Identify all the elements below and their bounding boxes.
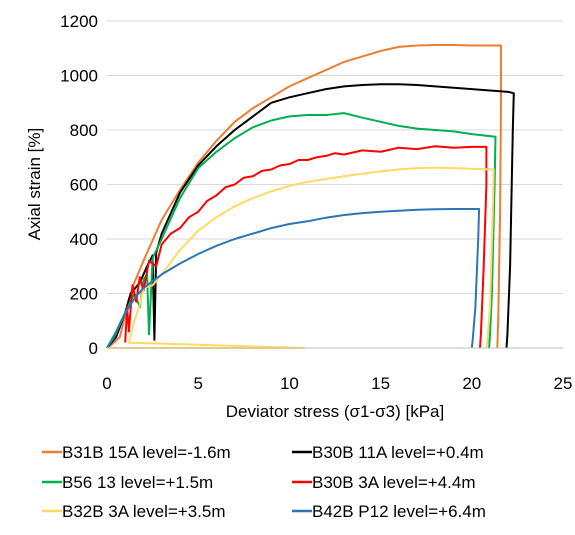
y-tick-label: 1000 [60, 67, 98, 86]
legend-label: B30B 3A level=+4.4m [312, 473, 476, 492]
legend-item-3: B56 13 level=+1.5m [42, 473, 213, 492]
x-axis-title: Deviator stress (σ1-σ3) [kPa] [226, 402, 444, 421]
x-tick-label: 0 [102, 374, 111, 393]
legend-label: B32B 3A level=+3.5m [62, 502, 226, 521]
y-tick-label: 200 [70, 285, 98, 304]
series-line-2 [106, 83, 515, 349]
x-tick-label: 5 [193, 374, 202, 393]
legend-label: B31B 15A level=-1.6m [62, 443, 231, 462]
legend-label: B42B P12 level=+6.4m [312, 502, 486, 521]
legend-item-5: B32B 3A level=+3.5m [42, 502, 226, 521]
legend-item-4: B30B 3A level=+4.4m [292, 473, 476, 492]
series-layer [106, 44, 515, 349]
y-tick-label: 0 [89, 339, 98, 358]
legend-item-1: B31B 15A level=-1.6m [42, 443, 231, 462]
y-tick-label: 800 [70, 121, 98, 140]
legend: B31B 15A level=-1.6m B30B 11A level=+0.4m… [42, 443, 486, 521]
legend-item-2: B30B 11A level=+0.4m [292, 443, 484, 462]
tick-layer: 0 200 400 600 800 1000 1200 0 5 10 15 20 25 [60, 12, 572, 393]
x-tick-label: 20 [462, 374, 481, 393]
x-tick-label: 10 [280, 374, 299, 393]
series-line-1 [106, 44, 502, 349]
x-tick-label: 15 [371, 374, 390, 393]
series-line-6 [106, 208, 481, 349]
legend-label: B56 13 level=+1.5m [62, 473, 213, 492]
y-axis-title: Axial strain [%] [25, 128, 44, 240]
legend-item-6: B42B P12 level=+6.4m [292, 502, 486, 521]
y-tick-label: 400 [70, 230, 98, 249]
y-tick-label: 600 [70, 176, 98, 195]
series-line-5 [107, 166, 495, 349]
series-line-3 [106, 112, 497, 349]
series-line-4 [124, 145, 488, 349]
legend-label: B30B 11A level=+0.4m [312, 443, 484, 462]
x-tick-label: 25 [554, 374, 573, 393]
y-tick-label: 1200 [60, 12, 98, 31]
